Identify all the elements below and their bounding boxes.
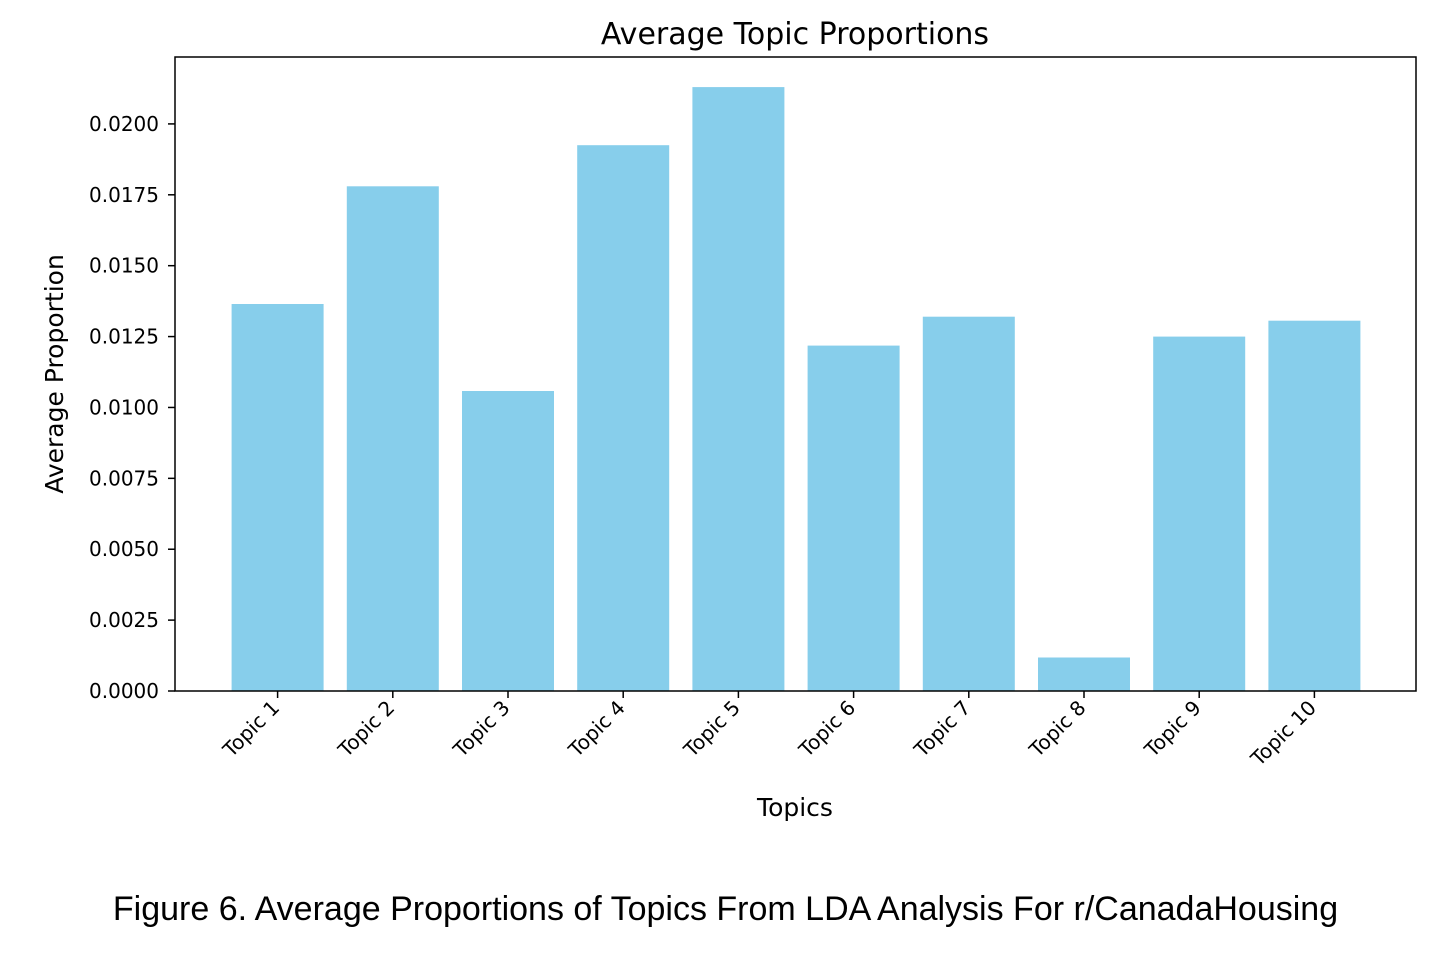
x-axis-label: Topics (756, 793, 833, 822)
y-tick-label: 0.0150 (89, 254, 159, 278)
x-tick-label: Topic 4 (563, 696, 630, 763)
x-tick-label: Topic 2 (333, 696, 400, 763)
bar-topic-3 (462, 391, 554, 691)
x-tick-label: Topic 7 (909, 696, 976, 763)
bar-topic-9 (1153, 336, 1246, 691)
y-tick-label: 0.0000 (89, 679, 159, 703)
y-tick-label: 0.0050 (89, 537, 159, 561)
bar-topic-7 (922, 316, 1015, 691)
x-tick-label: Topic 9 (1139, 696, 1206, 763)
bar-topic-1 (231, 304, 324, 691)
plot-area-frame (174, 56, 1417, 692)
x-tick-label: Topic 5 (678, 696, 745, 763)
y-tick-label: 0.0175 (89, 183, 159, 207)
bar-topic-2 (346, 186, 439, 692)
y-ticks-group: 0.0000 0.0025 0.0050 0.0075 0.0100 0.0125 0.01… (89, 112, 175, 703)
bars-group (231, 87, 1361, 692)
x-tick-label: Topic 8 (1024, 696, 1091, 763)
y-tick-label: 0.0125 (89, 325, 159, 349)
bar-chart: Average Topic Proportions 0.00000.00250.… (40, 17, 1417, 822)
bar-topic-4 (577, 145, 670, 691)
x-tick-label: Topic 10 (1245, 696, 1321, 772)
x-tick-label: Topic 6 (793, 696, 860, 763)
y-tick-label: 0.0075 (89, 466, 159, 490)
bar-topic-10 (1268, 320, 1361, 691)
y-tick-label: 0.0200 (89, 112, 159, 136)
y-axis-label: Average Proportion (40, 254, 69, 494)
x-tick-label: Topic 1 (217, 696, 284, 763)
bar-topic-8 (1038, 657, 1130, 691)
x-tick-label: Topic 3 (448, 696, 515, 763)
x-ticks-group: Topic 1 Topic 2 Topic 3 Topic 4 Topic 5 Topic… (217, 691, 1321, 771)
bar-topic-5 (692, 87, 785, 692)
chart-title: Average Topic Proportions (601, 17, 989, 52)
y-tick-label: 0.0025 (89, 608, 159, 632)
y-tick-label: 0.0100 (89, 395, 159, 419)
bar-topic-6 (807, 345, 900, 691)
figure-caption: Figure 6. Average Proportions of Topics … (112, 890, 1339, 928)
